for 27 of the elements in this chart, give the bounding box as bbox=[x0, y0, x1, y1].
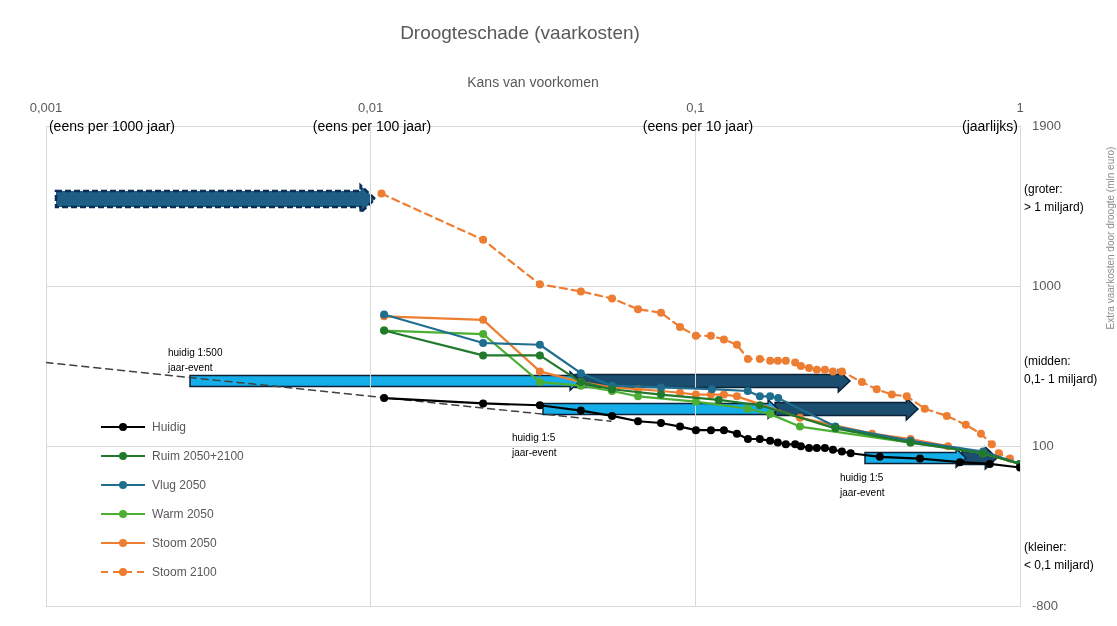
text: (midden: 0,1- 1 miljard) bbox=[1024, 353, 1098, 388]
legend-label: Vlug 2050 bbox=[152, 477, 207, 492]
y-axis-title: Extra vaarkosten door droogte (mln euro) bbox=[1104, 146, 1116, 330]
annotation: huidig 1:5 jaar-event bbox=[840, 471, 885, 500]
y-tick-label: 100 bbox=[1032, 437, 1054, 453]
annotation: (eens per 10 jaar) bbox=[642, 117, 754, 136]
annotation: huidig 1:5 jaar-event bbox=[512, 431, 557, 460]
x-tick-label: 0,1 bbox=[686, 99, 705, 115]
annotation: (eens per 1000 jaar) bbox=[48, 117, 176, 136]
annotation: (eens per 100 jaar) bbox=[312, 117, 432, 136]
legend-label: Huidig bbox=[152, 419, 187, 434]
x-tick-label: 0,01 bbox=[358, 99, 384, 115]
chart-title: Droogteschade (vaarkosten) bbox=[399, 22, 641, 44]
text: (kleiner: < 0,1 miljard) bbox=[1024, 539, 1094, 574]
legend-label: Stoom 2100 bbox=[152, 564, 217, 579]
y-tick-label: -800 bbox=[1032, 597, 1059, 613]
legend-label: Warm 2050 bbox=[152, 506, 214, 521]
legend-label: Stoom 2050 bbox=[152, 535, 217, 550]
x-tick-label: 1 bbox=[1016, 99, 1024, 115]
annotation: (jaarlijks) bbox=[962, 117, 1018, 136]
y-tick-label: 1000 bbox=[1032, 277, 1061, 293]
annotation: huidig 1:500 jaar-event bbox=[168, 346, 223, 375]
x-axis-title: Kans van voorkomen bbox=[466, 74, 600, 90]
text: (groter: > 1 miljard) bbox=[1024, 181, 1084, 216]
y-tick-label: 1900 bbox=[1032, 117, 1061, 133]
x-tick-label: 0,001 bbox=[29, 99, 63, 115]
legend-label: Ruim 2050+2100 bbox=[152, 448, 244, 463]
